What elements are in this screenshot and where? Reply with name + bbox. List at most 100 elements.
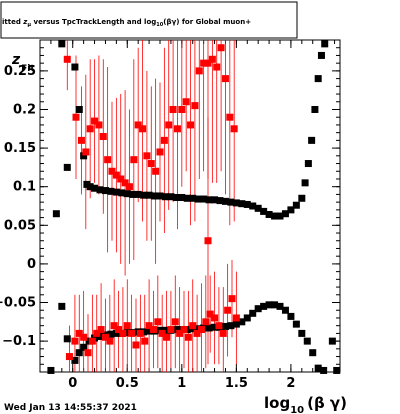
y-tick-label: 0.25 — [4, 64, 36, 79]
data-point — [63, 163, 71, 171]
data-point — [211, 314, 219, 322]
data-point — [123, 322, 131, 330]
data-point — [112, 329, 120, 337]
data-point — [86, 183, 94, 191]
data-point — [165, 121, 173, 129]
data-point — [189, 194, 197, 202]
plot-frame — [39, 39, 341, 373]
x-tick-label: 1 — [177, 376, 186, 391]
data-point — [104, 156, 112, 164]
data-point — [80, 343, 88, 351]
data-point — [276, 302, 284, 310]
data-point — [145, 327, 153, 335]
data-point — [145, 322, 153, 330]
data-point — [141, 337, 149, 345]
data-point — [249, 202, 257, 210]
y-tick-label: −0.1 — [2, 334, 36, 349]
data-point — [107, 330, 115, 338]
data-point — [160, 136, 168, 144]
data-point — [287, 206, 295, 214]
data-point — [93, 329, 101, 337]
data-point — [75, 349, 83, 357]
data-point — [47, 366, 55, 374]
data-point — [232, 320, 240, 328]
data-point — [328, 337, 336, 345]
data-point — [287, 312, 295, 320]
data-point — [149, 326, 157, 334]
data-point — [200, 59, 208, 67]
data-point — [82, 148, 90, 156]
data-point — [151, 192, 159, 200]
data-point — [134, 121, 142, 129]
data-point — [91, 117, 99, 125]
data-point — [265, 301, 273, 309]
data-point — [189, 322, 197, 330]
marker-layer — [47, 40, 341, 374]
data-point — [178, 194, 186, 202]
data-point — [314, 364, 322, 372]
data-point — [226, 113, 234, 121]
data-point — [71, 63, 79, 71]
y-tick-label: 0 — [27, 257, 36, 272]
x-tick-label: 1.5 — [225, 376, 248, 391]
data-point — [65, 353, 73, 361]
y-tick-label: 0.15 — [4, 141, 36, 156]
data-point — [232, 199, 240, 207]
data-point — [163, 333, 171, 341]
data-point — [158, 329, 166, 337]
data-point — [119, 329, 127, 337]
y-tick-label: 0.05 — [4, 218, 36, 233]
data-point — [139, 125, 147, 133]
data-point — [180, 326, 188, 334]
data-point — [194, 195, 202, 203]
data-point — [112, 188, 120, 196]
data-point — [80, 333, 88, 341]
data-point — [292, 320, 300, 328]
data-point — [140, 191, 148, 199]
data-point — [101, 187, 109, 195]
data-point — [108, 167, 116, 175]
data-point — [308, 136, 316, 144]
data-point — [204, 59, 212, 67]
data-point — [128, 329, 136, 337]
x-tick-label: 2 — [286, 376, 295, 391]
data-point — [52, 210, 60, 218]
data-point — [298, 329, 306, 337]
data-point — [249, 309, 257, 317]
data-point — [145, 191, 153, 199]
data-point — [254, 204, 262, 212]
data-point — [243, 314, 251, 322]
data-point — [281, 306, 289, 314]
data-point — [303, 337, 311, 345]
data-point — [205, 196, 213, 204]
chart-title: itted zμ versus TpcTrackLength and log10… — [2, 18, 251, 28]
data-point — [63, 335, 71, 343]
data-point — [167, 193, 175, 201]
data-point — [292, 201, 300, 209]
data-point — [130, 156, 138, 164]
data-point — [213, 63, 221, 71]
data-point — [254, 305, 262, 313]
data-point — [99, 133, 107, 141]
x-axis-title: log10 (β γ) — [264, 394, 347, 414]
data-point — [228, 295, 236, 303]
data-point — [301, 179, 309, 187]
data-point — [238, 200, 246, 208]
data-point — [243, 200, 251, 208]
y-tick-label: 0.2 — [13, 102, 36, 117]
data-point — [154, 318, 162, 326]
data-point — [321, 40, 329, 48]
data-point — [221, 197, 229, 205]
data-point — [123, 329, 131, 337]
data-point — [265, 210, 273, 218]
data-point — [208, 55, 216, 63]
ticks-layer: −0.1 −0.05 0 0.05 0.1 0.15 0.2 0.25 0 0.5 1 1.5 2 — [0, 39, 340, 391]
data-point — [271, 212, 279, 220]
data-point — [173, 125, 181, 133]
data-point — [320, 366, 328, 374]
y-tick-label: −0.05 — [0, 296, 36, 311]
data-point — [75, 329, 83, 337]
data-point — [172, 326, 180, 334]
x-tick-label: 0 — [68, 376, 77, 391]
data-point — [217, 44, 225, 52]
